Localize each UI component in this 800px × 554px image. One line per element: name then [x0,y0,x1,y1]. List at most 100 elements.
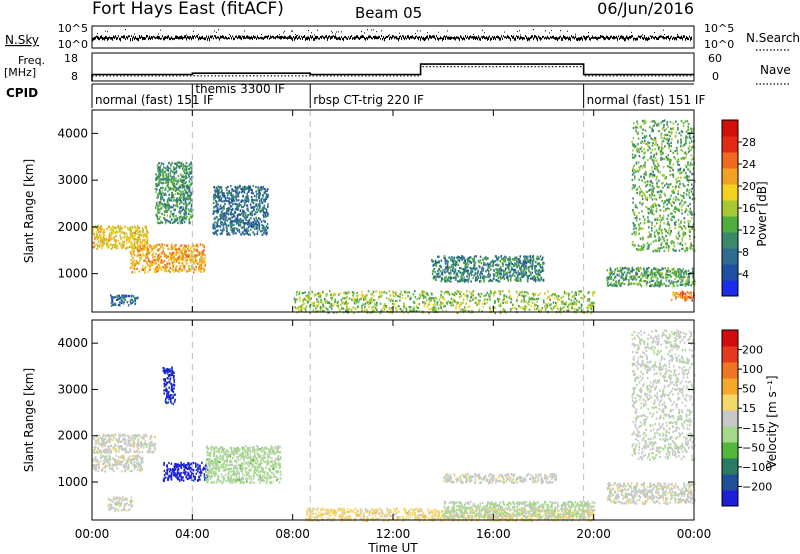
data-cell [174,185,176,188]
data-cell [500,290,502,293]
data-cell [512,303,514,306]
data-cell [322,309,324,312]
data-cell [538,272,540,275]
data-cell [178,253,181,256]
data-cell [536,257,538,261]
data-cell [628,272,631,275]
nsky-point [351,35,352,37]
data-cell [128,240,130,243]
data-cell [172,212,175,215]
data-cell [342,297,344,300]
data-cell [422,297,425,300]
data-cell [224,220,226,224]
nsky-point [311,36,312,40]
data-cell [630,277,633,280]
data-cell [158,247,161,250]
data-cell [100,240,102,243]
nsky-point [469,36,470,40]
nsky-point [659,35,660,39]
data-cell [324,293,327,296]
nsky-point [405,35,406,39]
data-cell [258,226,260,229]
data-cell [224,217,227,220]
data-cell [176,200,179,204]
data-cell [544,292,546,295]
nsky-point [643,37,644,40]
data-cell [170,180,173,183]
data-cell [241,189,244,192]
data-cell [521,306,523,309]
nsky-point [361,35,362,39]
nsearch-point [519,30,520,32]
data-cell [458,306,461,309]
data-cell [498,280,500,283]
nsky-point [638,35,639,38]
nsky-point [658,36,659,41]
data-cell [136,296,139,299]
data-cell [202,244,204,247]
data-cell [183,214,186,217]
data-cell [188,209,191,213]
data-cell [520,266,523,269]
data-cell [157,256,160,259]
data-cell [673,280,675,284]
data-cell [453,299,456,302]
data-cell [123,236,125,239]
data-cell [524,291,526,294]
data-cell [354,307,357,310]
data-cell [147,251,149,254]
data-cell [480,292,483,295]
nsearch-point [373,29,374,31]
data-cell [170,191,173,194]
nsearch-tick-top: 10^5 [704,22,734,35]
data-cell [144,267,146,270]
data-cell [116,298,118,301]
data-cell [313,304,316,307]
data-cell [347,309,349,312]
nsky-point [253,35,254,38]
data-cell [575,302,577,305]
data-cell [190,255,193,258]
data-cell [138,262,141,265]
data-cell [440,296,442,299]
data-cell [486,291,488,295]
data-cell [178,207,181,210]
nsky-point [264,36,265,39]
nsky-point [287,36,288,40]
data-cell [218,196,220,199]
nsky-point [448,36,449,40]
data-cell [345,296,348,299]
data-cell [174,188,176,191]
nsky-point [510,37,511,41]
data-cell [242,212,245,215]
data-cell [614,275,617,278]
nsky-point [132,37,133,41]
data-cell [263,200,265,203]
data-cell [534,308,536,311]
data-cell [537,258,539,261]
data-cell [684,242,687,246]
nsearch-point [292,30,293,32]
data-cell [96,226,99,229]
data-cell [510,260,512,264]
data-cell [165,167,167,170]
nsky-point [167,35,168,40]
data-cell [174,253,177,256]
data-cell [606,283,609,286]
data-cell [187,198,190,201]
data-cell [156,221,159,224]
data-cell [200,255,202,258]
nsky-point [615,36,616,39]
data-cell [309,306,312,309]
data-cell [261,208,263,211]
data-cell [478,308,481,311]
data-cell [497,270,500,273]
data-cell [534,269,536,273]
data-cell [433,297,436,300]
data-cell [523,255,525,258]
data-cell [108,235,111,238]
data-cell [497,300,500,303]
data-cell [337,293,340,296]
data-cell [332,294,335,297]
data-cell [527,258,529,261]
